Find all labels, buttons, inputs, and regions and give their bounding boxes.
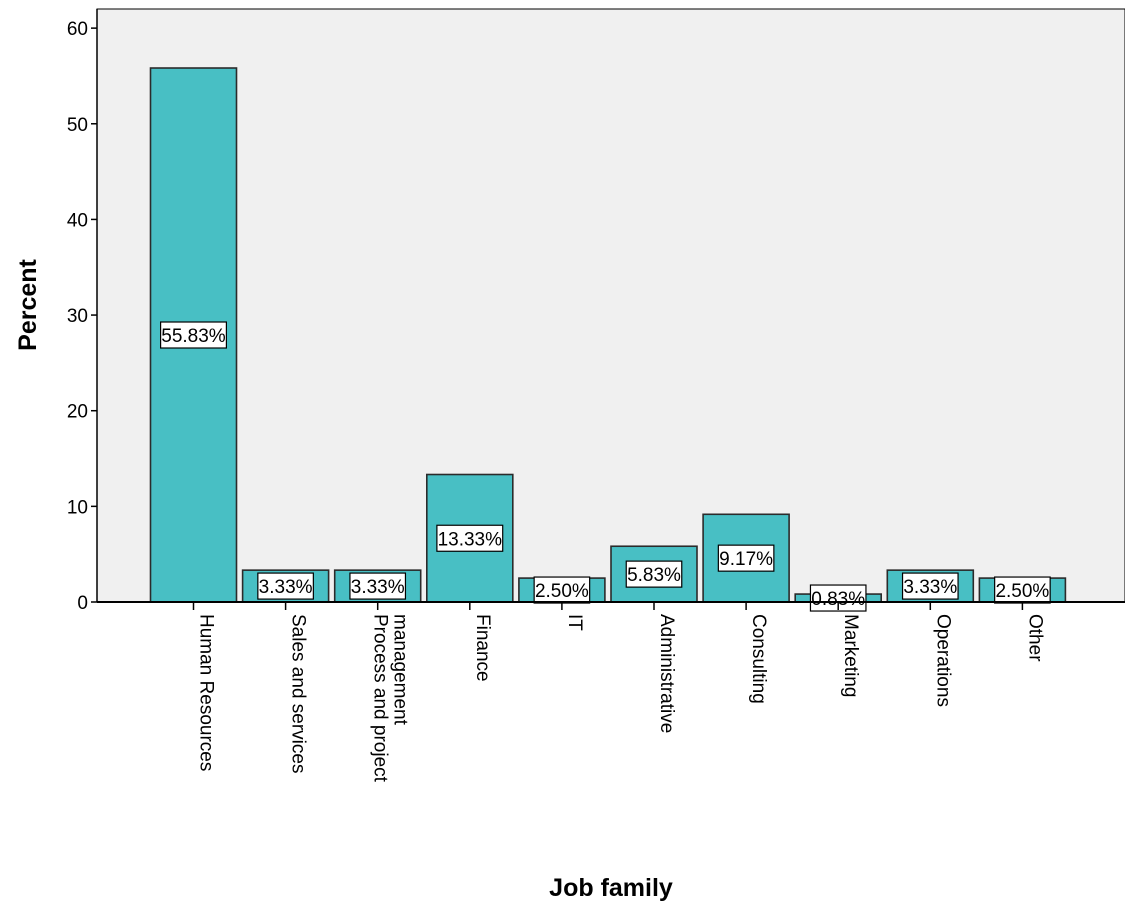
x-category-label-line: management [390,614,411,726]
data-label-box [717,544,775,572]
x-category-label-line: Operations [932,614,953,707]
data-label: 13.33% [438,529,503,550]
x-category-label: Marketing [840,614,861,697]
x-category-label: Finance [472,614,493,682]
x-categories-group: Human Resources Sales and services Process… [192,602,1045,783]
y-tick-label: 10 [67,497,88,518]
data-label: 0.83% [811,589,865,610]
y-axis-title: Percent [14,258,42,350]
x-category-label-line: Consulting [748,614,769,704]
data-labels-group: 55.83% 3.33% 3.33% 13.33% 2.50% 5.83% 9.17% 0.8… [160,321,1051,612]
y-ticks-group: 0 10 20 30 40 50 60 [67,19,97,614]
x-category-label: Operations [932,614,953,707]
data-label-box [436,524,504,552]
x-category-label: Administrative [656,614,677,733]
y-tick-label: 30 [67,306,88,327]
y-tick-label: 50 [67,115,88,136]
x-category-label: Consulting [748,614,769,704]
x-category-label-line: Human Resources [196,614,217,771]
y-tick-label: 20 [67,402,88,423]
data-label: 3.33% [351,577,405,598]
plot-area [96,8,1125,603]
data-label: 3.33% [259,577,313,598]
x-category-label-line: Process and project [370,614,391,783]
y-tick-label: 60 [67,19,88,40]
y-tick-label: 0 [77,593,88,614]
data-label: 9.17% [719,549,773,570]
x-category-label-line: IT [564,614,585,631]
data-label-box [533,576,591,604]
x-category-label-line: Administrative [656,614,677,733]
data-label: 3.33% [903,577,957,598]
y-tick-label: 40 [67,210,88,231]
x-category-label-line: Marketing [840,614,861,697]
x-category-label: Other [1024,614,1045,662]
data-label: 2.50% [995,581,1049,602]
data-label: 55.83% [161,326,226,347]
x-category-label: Process and projectmanagement [370,614,411,783]
data-label: 5.83% [627,565,681,586]
x-category-label: Human Resources [196,614,217,771]
x-category-label: IT [564,614,585,631]
x-category-label: Sales and services [288,614,309,773]
data-label: 2.50% [535,581,589,602]
x-category-label-line: Other [1024,614,1045,662]
data-label-box [349,572,407,600]
x-category-label-line: Finance [472,614,493,682]
x-category-label-line: Sales and services [288,614,309,773]
data-label-box [901,572,959,600]
x-axis-title: Job family [549,874,673,902]
data-label-box [257,572,314,600]
data-label-box [160,321,228,349]
data-label-box [625,560,683,588]
